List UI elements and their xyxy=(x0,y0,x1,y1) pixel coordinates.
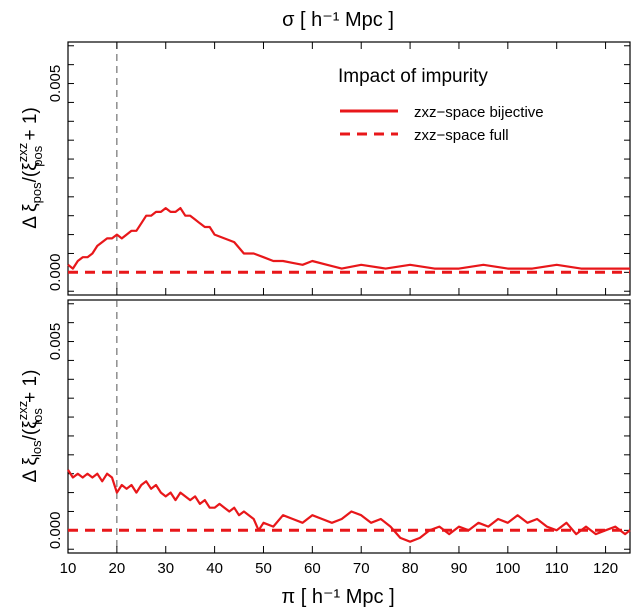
top-y-tick-label: 0.005 xyxy=(47,65,64,103)
bottom-x-tick-label: 80 xyxy=(402,560,419,577)
top-y-axis-label: Δ ξpos/(ξzxzpos + 1) xyxy=(15,107,45,229)
bottom-x-tick-label: 10 xyxy=(60,560,77,577)
bottom-axis-label: π [ h⁻¹ Mpc ] xyxy=(281,586,394,608)
bottom-x-tick-label: 120 xyxy=(593,560,618,577)
bottom-x-tick-label: 70 xyxy=(353,560,370,577)
legend: Impact of impurity zxz−space bijective z… xyxy=(338,66,544,144)
legend-title: Impact of impurity xyxy=(338,66,488,87)
bottom-x-tick-label: 50 xyxy=(255,560,272,577)
bottom-x-tick-label: 20 xyxy=(109,560,126,577)
bottom-y-tick-label: 0.000 xyxy=(47,512,64,550)
legend-entry-bijective: zxz−space bijective xyxy=(414,104,544,121)
svg-text:Δ ξpos/(ξzxzpos + 1): Δ ξpos/(ξzxzpos + 1) xyxy=(15,107,45,229)
bottom-x-tick-label: 100 xyxy=(495,560,520,577)
bottom-x-tick-label: 60 xyxy=(304,560,321,577)
bottom-y-tick-label: 0.005 xyxy=(47,323,64,361)
legend-entry-full: zxz−space full xyxy=(414,127,509,144)
bottom-panel-frame xyxy=(67,299,631,554)
bottom-x-tick-label: 40 xyxy=(206,560,223,577)
svg-text:Δ ξlos/(ξzxzlos + 1): Δ ξlos/(ξzxzlos + 1) xyxy=(15,370,45,483)
bottom-x-tick-label: 110 xyxy=(545,560,569,577)
bottom-x-tick-label: 30 xyxy=(157,560,174,577)
top-y-tick-label: 0.000 xyxy=(47,254,64,292)
bottom-y-axis-label: Δ ξlos/(ξzxzlos + 1) xyxy=(15,370,45,483)
top-axis-label: σ [ h⁻¹ Mpc ] xyxy=(282,9,394,31)
top-panel-frame xyxy=(67,41,631,296)
top-series-bijective xyxy=(67,207,630,270)
bottom-x-tick-label: 90 xyxy=(451,560,468,577)
